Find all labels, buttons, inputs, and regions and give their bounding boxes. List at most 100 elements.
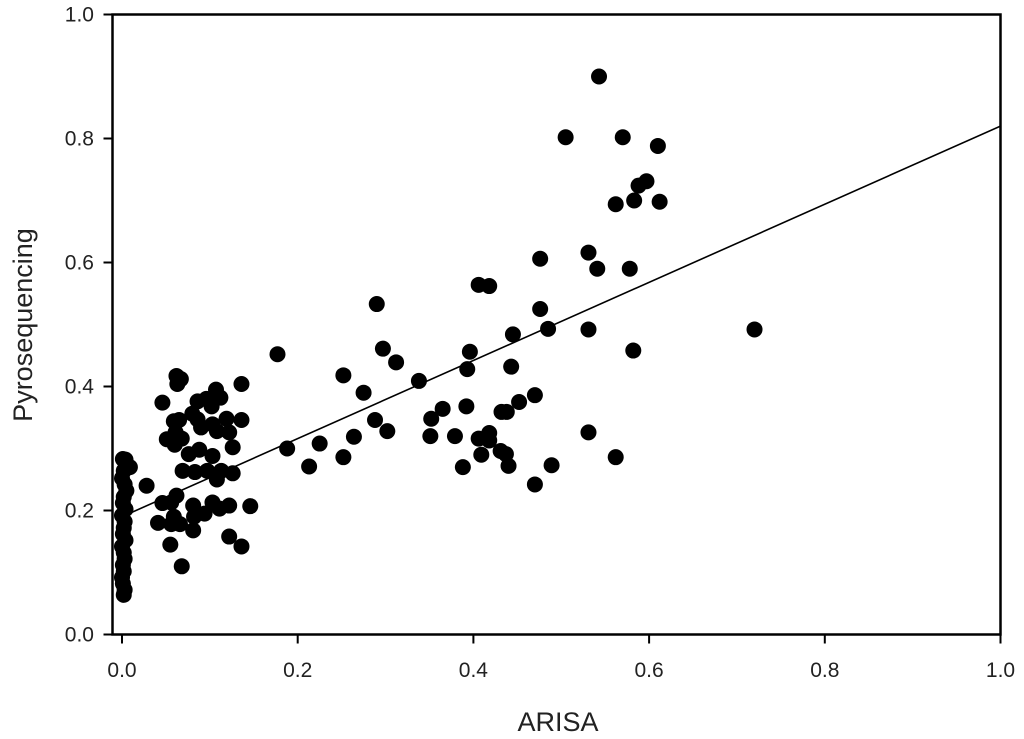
data-point <box>180 446 197 463</box>
data-point <box>746 321 763 338</box>
data-point <box>580 424 597 441</box>
data-point <box>454 459 471 476</box>
y-tick-label: 1.0 <box>65 4 94 27</box>
y-tick-label: 0.4 <box>65 376 95 399</box>
data-point <box>115 586 132 603</box>
data-point <box>224 465 241 482</box>
data-point <box>532 301 549 317</box>
y-tick-label: 0.8 <box>65 128 94 151</box>
data-point <box>461 343 478 360</box>
data-point <box>173 558 190 575</box>
data-point <box>614 129 631 146</box>
data-point <box>154 394 171 411</box>
data-point <box>208 471 225 488</box>
data-point <box>221 528 238 545</box>
data-point <box>311 435 328 452</box>
x-tick-label: 0.0 <box>107 659 136 682</box>
x-axis-ticks: 0.0 0.2 0.4 0.6 0.8 1.0 <box>107 634 1015 682</box>
y-axis-ticks: 0.0 0.2 0.4 0.6 0.8 1.0 <box>65 4 113 647</box>
data-point <box>211 500 228 517</box>
data-point <box>473 446 490 463</box>
data-point <box>269 346 286 363</box>
y-tick-label: 0.2 <box>65 500 94 523</box>
x-tick-label: 0.6 <box>634 659 663 682</box>
data-point <box>335 367 352 384</box>
data-point <box>221 424 238 441</box>
data-point <box>481 432 498 449</box>
data-point <box>626 192 643 209</box>
data-point <box>607 449 624 466</box>
data-point <box>625 342 642 359</box>
data-point <box>504 326 521 343</box>
data-point <box>540 320 557 337</box>
data-point <box>150 514 167 531</box>
data-point <box>279 440 296 457</box>
data-point <box>203 398 220 415</box>
data-point <box>434 400 451 417</box>
data-point <box>185 522 202 539</box>
plot-frame <box>111 13 1002 636</box>
data-point <box>649 137 666 154</box>
data-point <box>355 384 372 401</box>
data-point <box>189 393 206 410</box>
data-point <box>526 387 543 404</box>
data-point <box>162 536 179 553</box>
data-point <box>607 196 624 213</box>
data-point <box>218 410 235 427</box>
data-point <box>459 361 476 378</box>
data-point <box>154 495 171 512</box>
y-tick-label: 0.0 <box>65 624 94 647</box>
y-axis-label: Pyrosequencing <box>8 228 38 422</box>
data-point <box>423 410 440 427</box>
fit-line <box>121 125 1001 518</box>
data-point <box>500 457 517 474</box>
data-point <box>374 340 391 357</box>
data-point <box>368 296 385 313</box>
data-point <box>543 457 560 474</box>
data-point <box>166 436 183 453</box>
data-point <box>204 447 221 464</box>
data-point <box>186 508 203 525</box>
data-point <box>621 260 638 277</box>
data-point <box>557 129 574 146</box>
data-point <box>233 538 250 555</box>
data-point <box>174 462 191 479</box>
data-point <box>591 68 608 85</box>
data-point <box>651 193 668 210</box>
data-point <box>422 428 439 445</box>
data-point <box>335 449 352 466</box>
x-tick-label: 0.4 <box>459 659 489 682</box>
data-points <box>114 68 763 603</box>
x-tick-label: 0.8 <box>810 659 839 682</box>
data-point <box>138 477 155 494</box>
data-point <box>446 428 463 445</box>
data-point <box>169 376 186 393</box>
data-point <box>171 516 188 533</box>
data-point <box>580 321 597 338</box>
x-tick-label: 0.2 <box>283 659 312 682</box>
y-tick-label: 0.6 <box>65 252 94 275</box>
data-point <box>186 464 203 481</box>
data-point <box>242 498 259 515</box>
data-point <box>481 278 498 295</box>
data-point <box>589 260 606 277</box>
data-point <box>498 403 515 420</box>
data-point <box>224 439 241 456</box>
x-axis-label: ARISA <box>517 707 598 737</box>
data-point <box>233 411 250 428</box>
data-point <box>301 458 318 475</box>
data-point <box>410 372 427 389</box>
data-point <box>511 394 528 410</box>
data-point <box>208 423 225 440</box>
data-point <box>458 398 475 415</box>
data-point <box>379 423 396 440</box>
data-point <box>388 354 405 371</box>
data-point <box>345 428 362 445</box>
data-point <box>503 358 520 375</box>
data-point <box>532 250 549 267</box>
data-point <box>526 476 543 493</box>
data-point <box>233 376 250 393</box>
data-point <box>367 411 384 428</box>
x-tick-label: 1.0 <box>986 659 1015 682</box>
